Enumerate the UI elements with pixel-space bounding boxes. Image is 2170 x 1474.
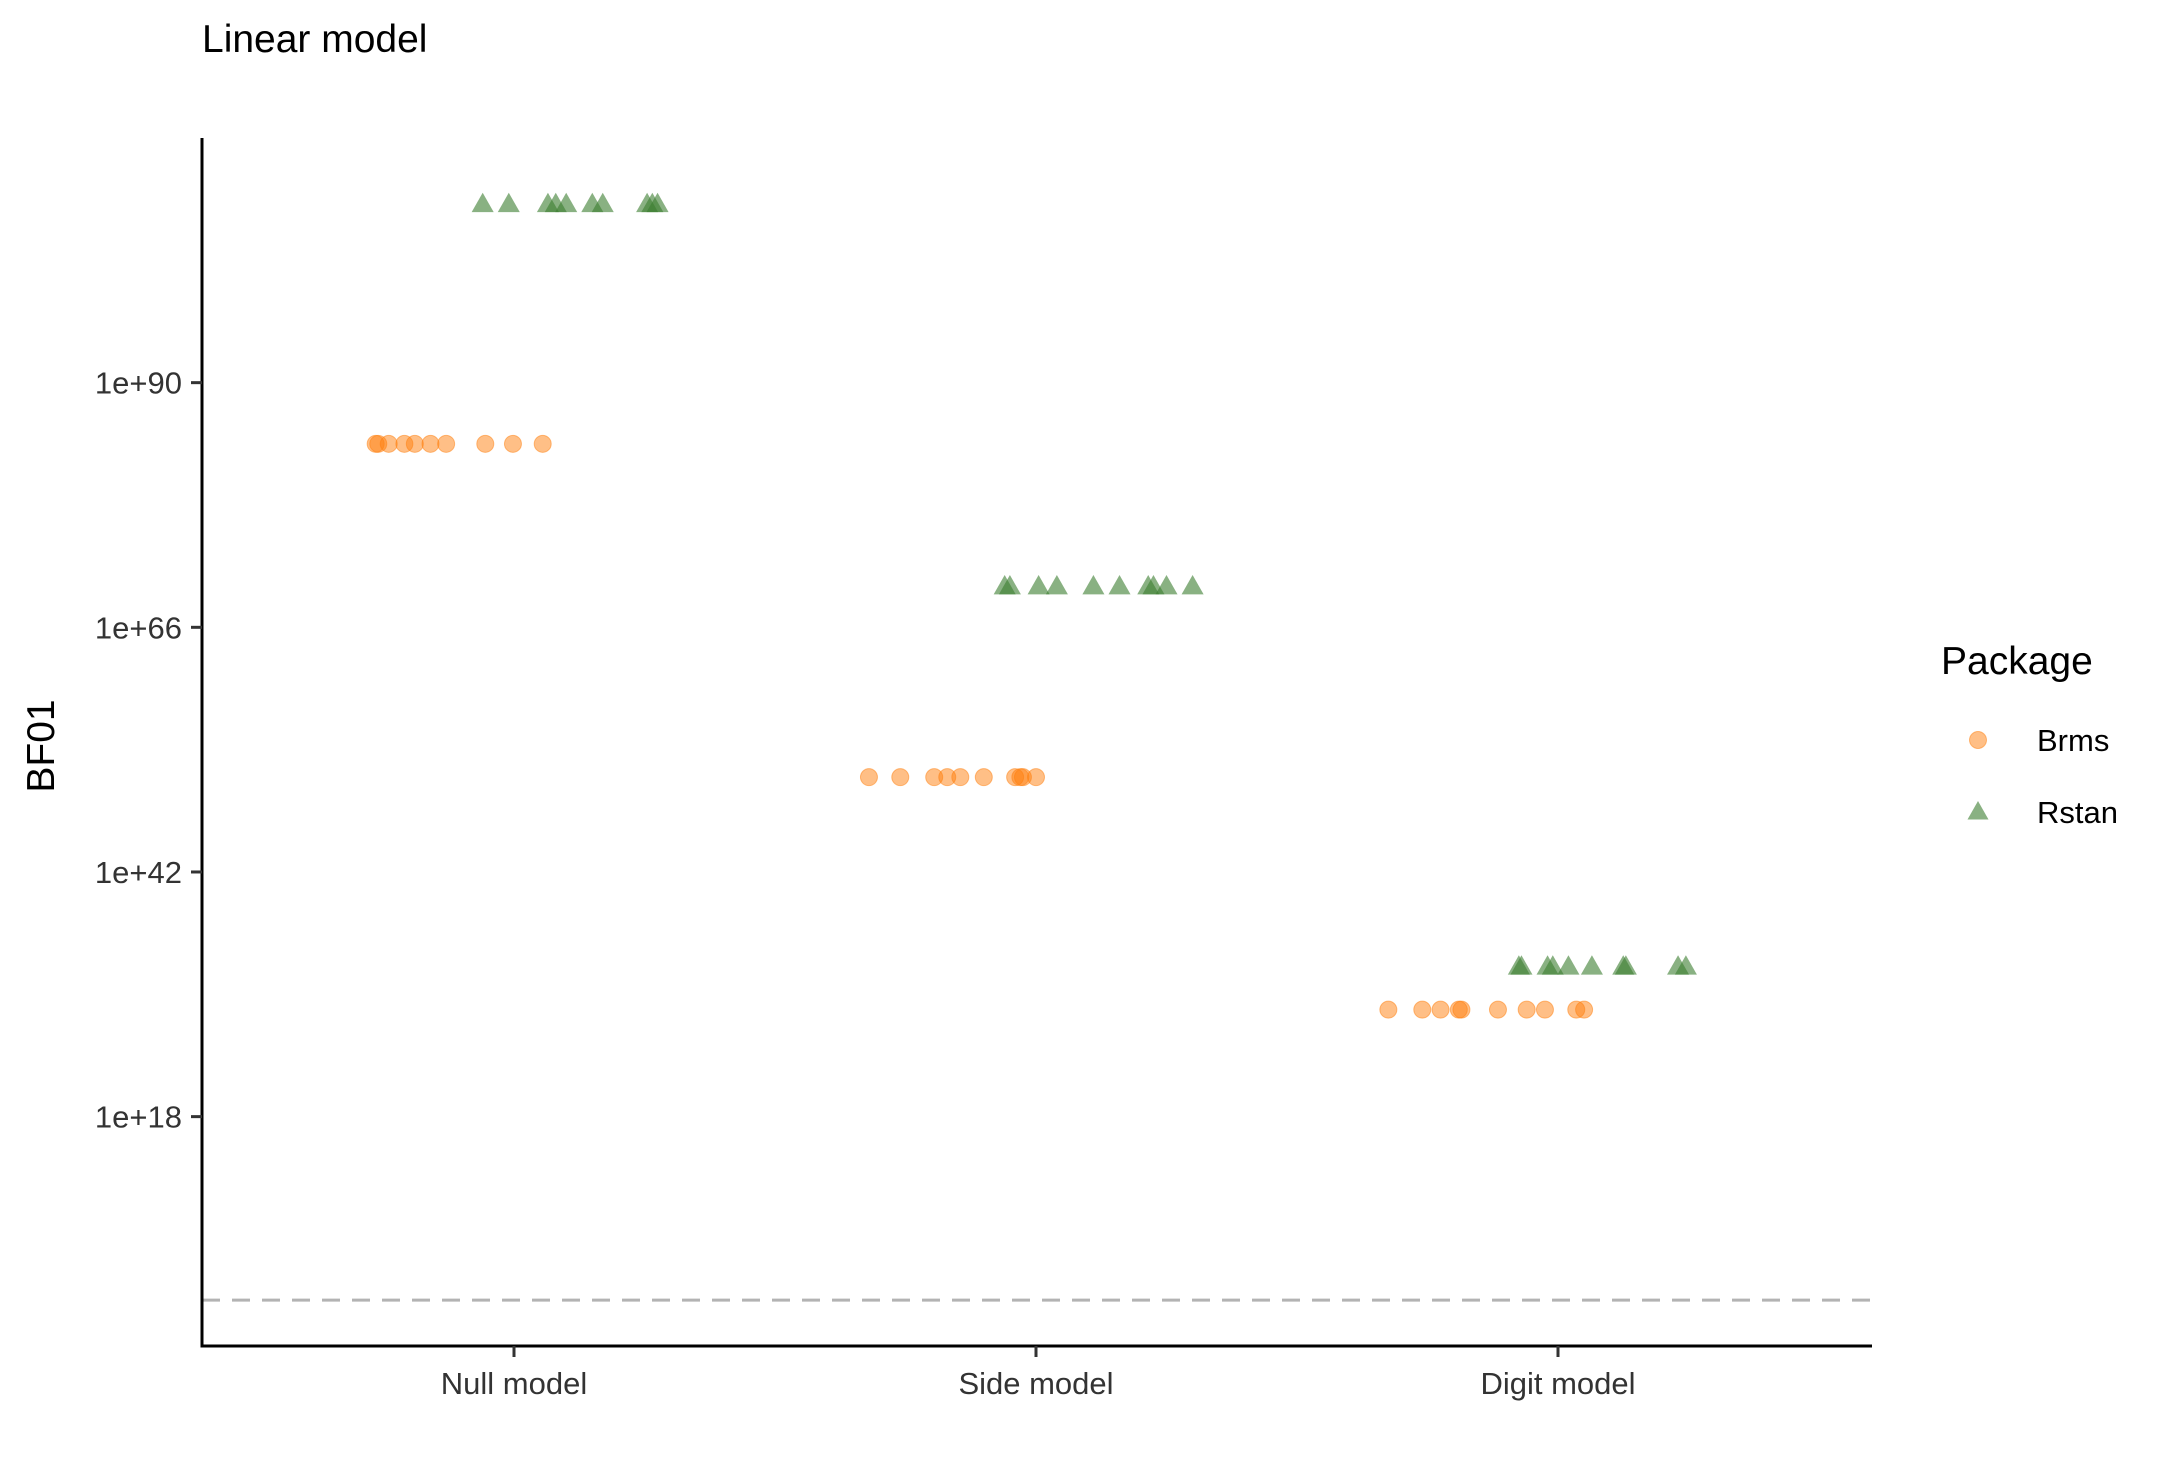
data-point-rstan [555, 192, 578, 213]
data-point-brms [1452, 1000, 1471, 1019]
data-point-rstan [1082, 574, 1105, 595]
data-point-rstan [1580, 955, 1603, 975]
data-point-brms [1413, 1000, 1432, 1019]
data-point-brms [405, 434, 424, 453]
data-point-brms [1431, 1000, 1450, 1019]
y-axis-title: BF01 [20, 699, 63, 792]
legend-label-brms: Brms [2037, 723, 2109, 758]
data-point-brms [1379, 1000, 1398, 1019]
data-point-rstan [1557, 955, 1580, 975]
data-point-brms [379, 434, 398, 453]
x-tick-label: Side model [958, 1366, 1113, 1401]
data-point-rstan [497, 192, 520, 213]
data-point-brms [859, 768, 878, 787]
data-point-brms [1488, 1000, 1507, 1019]
data-point-brms [1517, 1000, 1536, 1019]
data-point-brms [951, 768, 970, 787]
legend: Package Brms Rstan [1941, 640, 2118, 830]
data-point-brms [1535, 1000, 1554, 1019]
data-point-rstan [591, 192, 614, 213]
data-point-rstan [1614, 955, 1637, 975]
data-point-brms [1027, 768, 1045, 787]
legend-key-rstan [1967, 801, 1989, 820]
data-point-brms [437, 434, 456, 453]
y-tick-label: 1e+90 [95, 366, 182, 401]
data-point-rstan [1027, 574, 1050, 595]
data-point-brms [476, 434, 495, 453]
series-rstan [471, 192, 1697, 975]
plot-area: 1e+18 1e+42 1e+66 1e+90 Null model Side model… [95, 138, 1872, 1401]
data-point-rstan [1674, 955, 1697, 975]
legend-key-brms [1969, 731, 1987, 749]
data-point-rstan [646, 192, 669, 213]
x-tick-label: Null model [441, 1366, 587, 1401]
data-point-brms [974, 768, 993, 787]
data-point-brms [1575, 1000, 1594, 1019]
data-point-rstan [1155, 574, 1178, 595]
data-point-brms [421, 434, 440, 453]
data-point-brms [891, 768, 910, 787]
data-point-rstan [1181, 574, 1204, 595]
legend-label-rstan: Rstan [2037, 795, 2118, 830]
y-tick-label: 1e+66 [95, 610, 182, 645]
chart-title: Linear model [202, 18, 427, 61]
data-point-rstan [1510, 955, 1533, 975]
data-point-brms [503, 434, 522, 453]
y-tick-label: 1e+42 [95, 855, 182, 890]
data-point-rstan [1541, 955, 1564, 975]
data-point-rstan [1045, 574, 1068, 595]
data-point-rstan [1108, 574, 1131, 595]
data-point-rstan [471, 192, 494, 213]
data-point-brms [533, 434, 552, 453]
data-point-rstan [998, 574, 1021, 595]
x-tick-label: Digit model [1480, 1366, 1635, 1401]
legend-title: Package [1941, 640, 2093, 683]
series-brms [366, 434, 1594, 1019]
y-tick-label: 1e+18 [95, 1100, 182, 1135]
